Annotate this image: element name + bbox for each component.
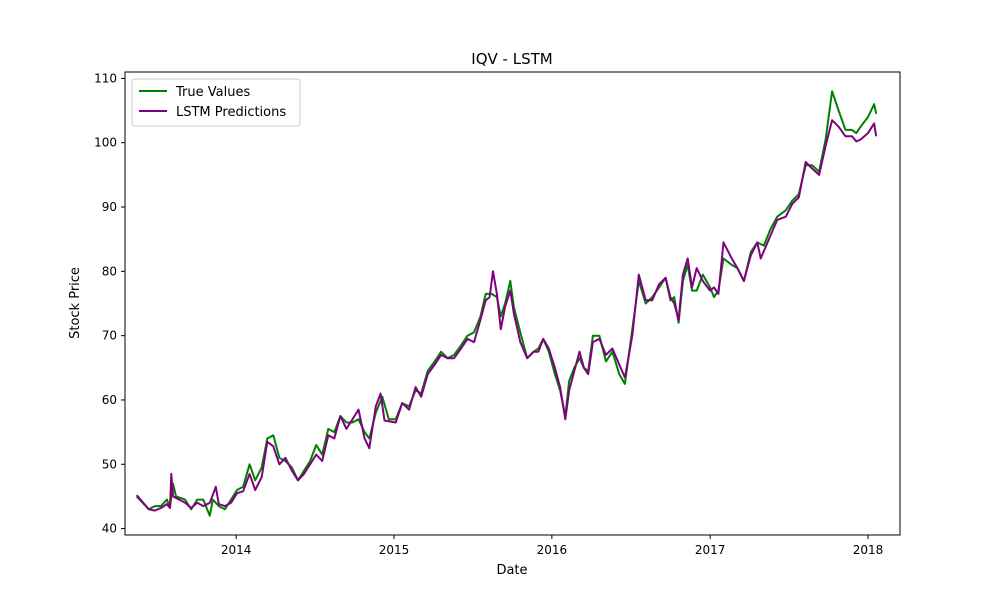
y-tick-label: 70 bbox=[102, 329, 117, 343]
legend-box bbox=[131, 78, 301, 127]
x-tick-label: 2017 bbox=[695, 543, 726, 557]
y-tick-label: 40 bbox=[102, 522, 117, 536]
y-tick-label: 90 bbox=[102, 200, 117, 214]
series-layer bbox=[135, 90, 878, 517]
x-axis-label: Date bbox=[496, 563, 527, 578]
legend-label-true-values: True Values bbox=[175, 85, 250, 100]
x-axis-ticks: 2014 2015 2016 2017 2018 bbox=[221, 535, 883, 557]
legend: True Values LSTM Predictions bbox=[131, 78, 301, 127]
plot-frame bbox=[124, 71, 901, 536]
y-tick-label: 80 bbox=[102, 264, 117, 278]
y-axis-label: Stock Price bbox=[68, 267, 83, 339]
y-tick-label: 100 bbox=[94, 136, 117, 150]
y-tick-label: 60 bbox=[102, 393, 117, 407]
chart-title: IQV - LSTM bbox=[471, 50, 552, 68]
x-tick-label: 2016 bbox=[537, 543, 568, 557]
legend-label-lstm-predictions: LSTM Predictions bbox=[176, 105, 286, 120]
x-tick-label: 2015 bbox=[379, 543, 410, 557]
y-tick-label: 50 bbox=[102, 457, 117, 471]
series-line-lstm-predictions bbox=[135, 119, 878, 512]
y-axis-ticks: 40 50 60 70 80 90 100 110 bbox=[94, 71, 125, 536]
x-tick-label: 2014 bbox=[221, 543, 252, 557]
x-tick-label: 2018 bbox=[853, 543, 884, 557]
y-tick-label: 110 bbox=[94, 71, 117, 85]
